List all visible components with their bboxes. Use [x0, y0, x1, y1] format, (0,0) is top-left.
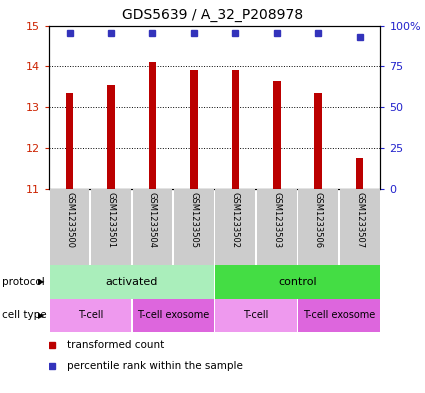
Text: GSM1233503: GSM1233503: [272, 192, 281, 248]
Bar: [215, 189, 255, 265]
Text: activated: activated: [105, 277, 158, 287]
Bar: [107, 84, 115, 189]
Bar: [314, 93, 322, 189]
Text: T-cell: T-cell: [244, 310, 269, 320]
Text: T-cell exosome: T-cell exosome: [137, 310, 209, 320]
Bar: [257, 189, 297, 265]
Bar: [273, 81, 281, 189]
Text: GDS5639 / A_32_P208978: GDS5639 / A_32_P208978: [122, 8, 303, 22]
Text: T-cell: T-cell: [78, 310, 103, 320]
Bar: [50, 299, 131, 332]
Bar: [91, 189, 131, 265]
Text: GSM1233505: GSM1233505: [190, 192, 198, 248]
Text: ▶: ▶: [38, 311, 45, 320]
Bar: [149, 62, 156, 189]
Bar: [215, 265, 380, 299]
Bar: [215, 299, 297, 332]
Text: control: control: [278, 277, 317, 287]
Bar: [298, 299, 380, 332]
Text: transformed count: transformed count: [67, 340, 164, 350]
Text: GSM1233500: GSM1233500: [65, 192, 74, 248]
Text: protocol: protocol: [2, 277, 45, 287]
Text: GSM1233506: GSM1233506: [314, 192, 323, 248]
Bar: [232, 70, 239, 189]
Bar: [133, 299, 214, 332]
Bar: [298, 189, 338, 265]
Bar: [50, 265, 214, 299]
Bar: [356, 158, 363, 189]
Bar: [50, 189, 90, 265]
Bar: [190, 70, 198, 189]
Bar: [174, 189, 214, 265]
Text: GSM1233502: GSM1233502: [231, 192, 240, 248]
Text: percentile rank within the sample: percentile rank within the sample: [67, 361, 243, 371]
Text: GSM1233507: GSM1233507: [355, 192, 364, 248]
Bar: [133, 189, 173, 265]
Text: GSM1233504: GSM1233504: [148, 192, 157, 248]
Text: ▶: ▶: [38, 277, 45, 286]
Bar: [340, 189, 380, 265]
Text: GSM1233501: GSM1233501: [107, 192, 116, 248]
Text: cell type: cell type: [2, 310, 47, 320]
Text: T-cell exosome: T-cell exosome: [303, 310, 375, 320]
Bar: [66, 93, 74, 189]
